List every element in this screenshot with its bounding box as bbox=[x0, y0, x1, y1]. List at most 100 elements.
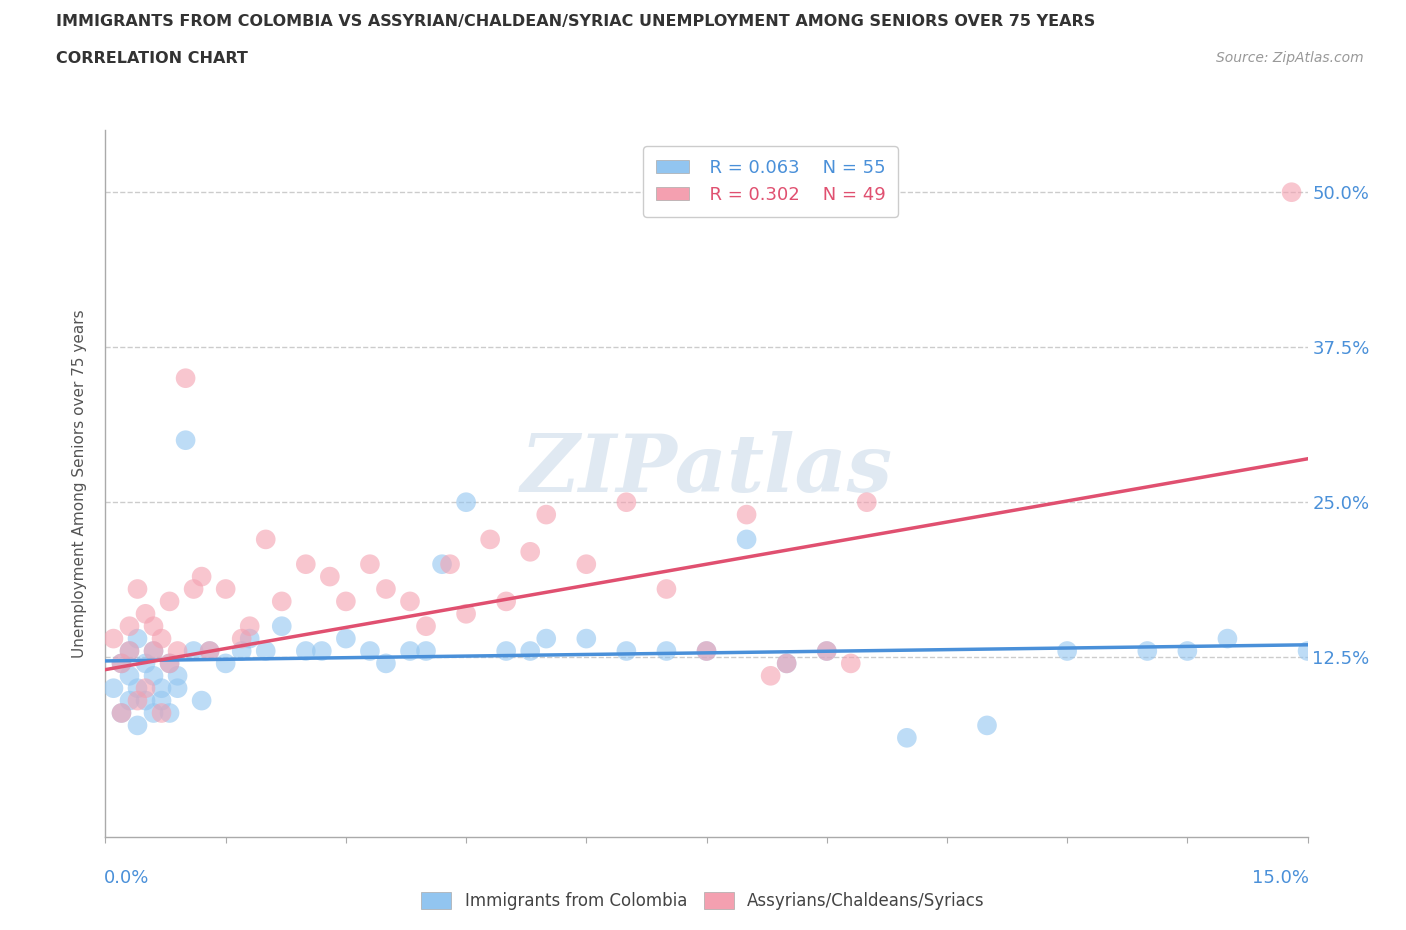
Point bbox=[696, 644, 718, 658]
Point bbox=[135, 606, 157, 621]
Point bbox=[231, 631, 253, 646]
Point bbox=[815, 644, 838, 658]
Point bbox=[1216, 631, 1239, 646]
Point bbox=[198, 644, 221, 658]
Point bbox=[150, 693, 173, 708]
Legend: Immigrants from Colombia, Assyrians/Chaldeans/Syriacs: Immigrants from Colombia, Assyrians/Chal… bbox=[415, 885, 991, 917]
Point bbox=[174, 432, 197, 447]
Point bbox=[735, 507, 758, 522]
Point bbox=[270, 594, 292, 609]
Point bbox=[142, 618, 165, 633]
Point bbox=[1177, 644, 1199, 658]
Point bbox=[159, 656, 181, 671]
Point bbox=[616, 644, 638, 658]
Point bbox=[150, 681, 173, 696]
Point bbox=[159, 656, 181, 671]
Point bbox=[142, 706, 165, 721]
Point bbox=[495, 594, 517, 609]
Point bbox=[311, 644, 333, 658]
Point bbox=[1296, 644, 1319, 658]
Point bbox=[150, 631, 173, 646]
Point bbox=[1136, 644, 1159, 658]
Point bbox=[374, 581, 398, 596]
Point bbox=[166, 681, 188, 696]
Point bbox=[374, 656, 398, 671]
Point bbox=[159, 594, 181, 609]
Point bbox=[183, 581, 205, 596]
Legend:   R = 0.063    N = 55,   R = 0.302    N = 49: R = 0.063 N = 55, R = 0.302 N = 49 bbox=[644, 146, 898, 217]
Point bbox=[254, 532, 277, 547]
Point bbox=[231, 644, 253, 658]
Point bbox=[166, 669, 188, 684]
Point bbox=[135, 693, 157, 708]
Point bbox=[239, 618, 262, 633]
Point bbox=[103, 631, 125, 646]
Point bbox=[575, 631, 598, 646]
Point bbox=[759, 669, 782, 684]
Point bbox=[150, 706, 173, 721]
Text: 0.0%: 0.0% bbox=[104, 869, 149, 887]
Point bbox=[142, 644, 165, 658]
Point bbox=[159, 706, 181, 721]
Point bbox=[359, 557, 381, 572]
Point bbox=[198, 644, 221, 658]
Point bbox=[166, 644, 188, 658]
Point bbox=[696, 644, 718, 658]
Point bbox=[616, 495, 638, 510]
Point bbox=[454, 606, 477, 621]
Point bbox=[110, 656, 132, 671]
Point bbox=[534, 507, 557, 522]
Point bbox=[399, 594, 422, 609]
Point bbox=[127, 581, 149, 596]
Point bbox=[135, 656, 157, 671]
Point bbox=[135, 681, 157, 696]
Point bbox=[190, 693, 212, 708]
Point bbox=[855, 495, 877, 510]
Point bbox=[174, 371, 197, 386]
Point bbox=[575, 557, 598, 572]
Point bbox=[110, 706, 132, 721]
Point bbox=[110, 656, 132, 671]
Point bbox=[214, 656, 236, 671]
Point bbox=[118, 618, 141, 633]
Text: Source: ZipAtlas.com: Source: ZipAtlas.com bbox=[1216, 51, 1364, 65]
Point bbox=[127, 681, 149, 696]
Point bbox=[335, 631, 357, 646]
Point bbox=[776, 656, 799, 671]
Point bbox=[103, 681, 125, 696]
Point bbox=[415, 644, 437, 658]
Point bbox=[270, 618, 292, 633]
Point bbox=[776, 656, 799, 671]
Point bbox=[839, 656, 862, 671]
Point bbox=[439, 557, 461, 572]
Point bbox=[815, 644, 838, 658]
Text: ZIPatlas: ZIPatlas bbox=[520, 431, 893, 508]
Point bbox=[190, 569, 212, 584]
Point bbox=[127, 718, 149, 733]
Point bbox=[118, 644, 141, 658]
Point bbox=[896, 730, 918, 745]
Point bbox=[295, 644, 318, 658]
Point bbox=[519, 644, 541, 658]
Point bbox=[359, 644, 381, 658]
Point bbox=[519, 544, 541, 559]
Point bbox=[430, 557, 453, 572]
Text: CORRELATION CHART: CORRELATION CHART bbox=[56, 51, 247, 66]
Point bbox=[142, 644, 165, 658]
Text: IMMIGRANTS FROM COLOMBIA VS ASSYRIAN/CHALDEAN/SYRIAC UNEMPLOYMENT AMONG SENIORS : IMMIGRANTS FROM COLOMBIA VS ASSYRIAN/CHA… bbox=[56, 14, 1095, 29]
Point bbox=[655, 644, 678, 658]
Point bbox=[319, 569, 342, 584]
Point bbox=[495, 644, 517, 658]
Point bbox=[183, 644, 205, 658]
Point bbox=[335, 594, 357, 609]
Point bbox=[127, 693, 149, 708]
Point bbox=[976, 718, 998, 733]
Text: 15.0%: 15.0% bbox=[1251, 869, 1309, 887]
Point bbox=[1281, 185, 1303, 200]
Point bbox=[118, 644, 141, 658]
Y-axis label: Unemployment Among Seniors over 75 years: Unemployment Among Seniors over 75 years bbox=[72, 310, 87, 658]
Point bbox=[479, 532, 502, 547]
Point bbox=[655, 581, 678, 596]
Point bbox=[214, 581, 236, 596]
Point bbox=[142, 669, 165, 684]
